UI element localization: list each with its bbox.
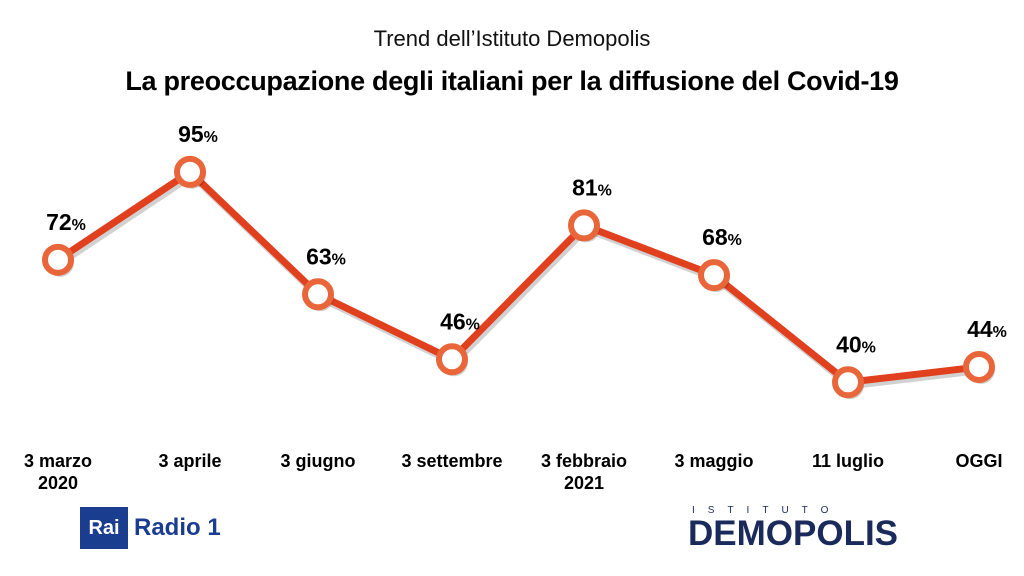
series-line <box>54 168 983 386</box>
data-label: 63% <box>306 243 346 269</box>
x-tick-label: 3 maggio <box>674 451 753 471</box>
radio1-logo-text: Radio 1 <box>134 514 221 541</box>
data-label: 68% <box>702 224 742 250</box>
demopolis-logo-top: ISTITUTO <box>692 505 842 516</box>
data-label: 44% <box>967 316 1007 342</box>
data-point <box>174 155 206 188</box>
chart-title: La preoccupazione degli italiani per la … <box>125 66 899 96</box>
data-point <box>42 243 74 276</box>
demopolis-logo: ISTITUTO DEMOPOLIS <box>688 505 946 554</box>
rai-radio1-logo: Rai Radio 1 <box>80 507 221 549</box>
x-tick-label: 3 aprile <box>158 451 221 471</box>
data-point <box>568 209 600 242</box>
data-point <box>436 343 468 376</box>
data-point <box>302 278 334 311</box>
data-label: 46% <box>440 308 480 334</box>
x-tick-label: 3 settembre <box>401 451 502 471</box>
data-label: 95% <box>178 121 218 147</box>
data-point <box>832 366 864 399</box>
data-label: 72% <box>46 209 86 235</box>
x-tick-label: 3 febbraio 2021 <box>541 451 627 493</box>
x-tick-label: 11 luglio <box>812 451 884 471</box>
data-label: 81% <box>572 174 612 200</box>
x-tick-label: 3 giugno <box>281 451 356 471</box>
x-tick-label: 3 marzo 2020 <box>24 451 92 493</box>
x-tick-label: OGGI <box>955 451 1002 471</box>
demopolis-logo-main: DEMOPOLIS <box>688 514 899 553</box>
data-point <box>963 350 995 383</box>
data-point <box>698 259 730 292</box>
rai-logo-box: Rai <box>80 507 128 549</box>
data-label: 40% <box>836 331 876 357</box>
chart-subtitle: Trend dell’Istituto Demopolis <box>373 26 651 51</box>
